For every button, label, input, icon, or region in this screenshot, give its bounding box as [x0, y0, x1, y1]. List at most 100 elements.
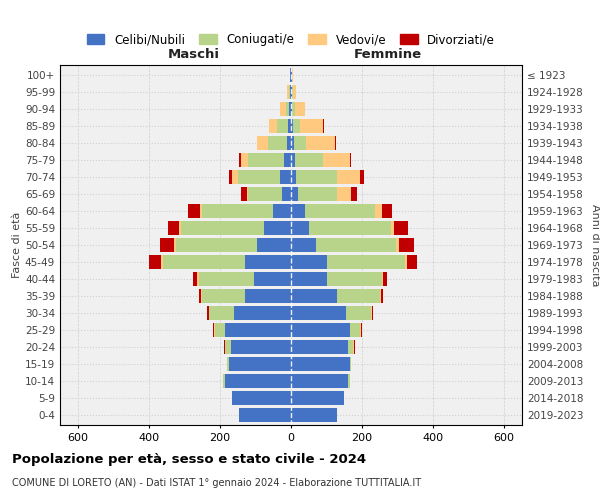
Bar — [229, 356, 291, 371]
Bar — [291, 221, 309, 235]
Bar — [326, 272, 382, 286]
Bar — [280, 170, 291, 184]
Bar — [199, 272, 254, 286]
Bar — [309, 221, 391, 235]
Bar — [291, 85, 292, 100]
Legend: Celibi/Nubili, Coniugati/e, Vedovi/e, Divorziati/e: Celibi/Nubili, Coniugati/e, Vedovi/e, Di… — [83, 30, 499, 50]
Bar — [247, 187, 248, 202]
Bar — [287, 85, 289, 100]
Bar — [225, 340, 230, 354]
Bar — [245, 255, 291, 269]
Bar — [193, 272, 197, 286]
Bar — [290, 85, 291, 100]
Bar — [291, 306, 346, 320]
Bar — [239, 408, 291, 422]
Bar — [176, 238, 257, 252]
Bar — [350, 356, 352, 371]
Bar — [239, 153, 241, 168]
Bar — [290, 68, 291, 82]
Bar — [292, 102, 295, 117]
Bar — [200, 204, 202, 218]
Bar — [227, 356, 229, 371]
Bar — [241, 153, 248, 168]
Bar — [300, 119, 323, 134]
Bar — [295, 102, 305, 117]
Bar — [265, 221, 291, 235]
Bar — [405, 255, 407, 269]
Bar — [291, 340, 348, 354]
Bar — [382, 272, 383, 286]
Bar — [337, 187, 352, 202]
Bar — [380, 288, 381, 303]
Bar — [323, 119, 324, 134]
Bar — [291, 374, 348, 388]
Bar — [348, 374, 350, 388]
Bar — [223, 374, 225, 388]
Bar — [232, 170, 238, 184]
Bar — [394, 221, 408, 235]
Bar — [234, 306, 291, 320]
Bar — [282, 187, 291, 202]
Bar — [291, 119, 293, 134]
Bar — [350, 153, 352, 168]
Text: Femmine: Femmine — [354, 48, 422, 61]
Bar — [291, 408, 337, 422]
Bar — [214, 322, 215, 337]
Bar — [257, 136, 268, 150]
Bar — [202, 288, 245, 303]
Bar — [241, 187, 247, 202]
Bar — [209, 306, 234, 320]
Bar — [291, 187, 298, 202]
Bar — [230, 340, 291, 354]
Bar — [161, 255, 163, 269]
Bar — [149, 255, 161, 269]
Bar — [382, 204, 392, 218]
Bar — [245, 288, 291, 303]
Bar — [179, 221, 181, 235]
Bar — [291, 272, 326, 286]
Bar — [383, 272, 387, 286]
Bar — [291, 238, 316, 252]
Bar — [174, 238, 176, 252]
Bar — [337, 170, 360, 184]
Bar — [287, 136, 291, 150]
Bar — [291, 153, 295, 168]
Bar — [257, 238, 291, 252]
Bar — [306, 136, 335, 150]
Bar — [305, 204, 374, 218]
Bar — [288, 119, 291, 134]
Bar — [197, 272, 199, 286]
Bar — [201, 288, 202, 303]
Bar — [291, 322, 350, 337]
Bar — [316, 238, 396, 252]
Bar — [381, 288, 383, 303]
Bar — [407, 255, 417, 269]
Bar — [160, 238, 174, 252]
Text: Maschi: Maschi — [168, 48, 220, 61]
Bar — [163, 255, 245, 269]
Bar — [215, 322, 225, 337]
Bar — [289, 85, 290, 100]
Bar — [291, 390, 344, 405]
Bar — [248, 153, 284, 168]
Bar — [225, 322, 291, 337]
Bar — [371, 306, 373, 320]
Bar — [291, 204, 305, 218]
Bar — [295, 153, 323, 168]
Bar — [291, 356, 350, 371]
Bar — [360, 322, 361, 337]
Bar — [291, 136, 294, 150]
Bar — [289, 102, 291, 117]
Bar — [291, 102, 292, 117]
Bar — [248, 187, 282, 202]
Bar — [293, 119, 300, 134]
Bar — [238, 170, 280, 184]
Bar — [396, 238, 400, 252]
Bar — [284, 153, 291, 168]
Bar — [291, 255, 326, 269]
Bar — [229, 170, 232, 184]
Bar — [296, 170, 337, 184]
Bar — [391, 221, 394, 235]
Bar — [353, 340, 354, 354]
Bar — [208, 306, 209, 320]
